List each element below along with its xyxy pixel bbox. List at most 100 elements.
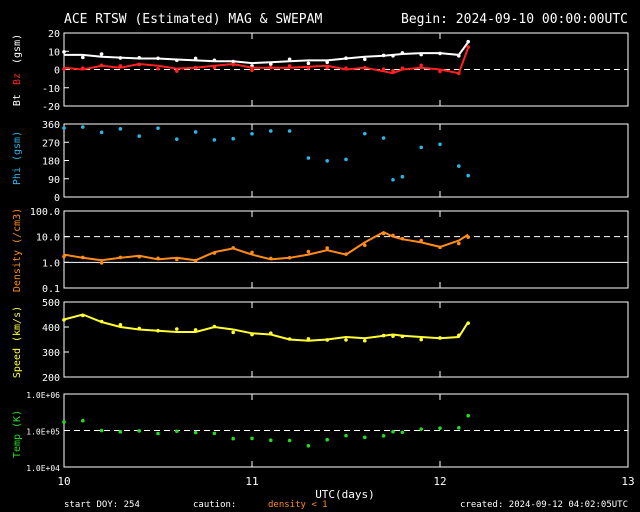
data-point-phi (466, 173, 471, 178)
data-point-Bz (212, 65, 217, 70)
y-tick-label-density: 0.1 (42, 284, 60, 295)
plot-title: ACE RTSW (Estimated) MAG & SWEPAM (64, 12, 322, 27)
data-point-temp (62, 420, 66, 424)
data-point-Bt (118, 56, 123, 60)
data-point-speed (438, 336, 442, 340)
data-point-speed (419, 337, 424, 342)
data-point-Bz (381, 67, 386, 71)
data-point-phi (156, 126, 160, 130)
data-point-density (363, 243, 367, 248)
data-point-Bt (466, 39, 471, 44)
data-point-phi (62, 126, 66, 130)
data-point-speed (457, 333, 461, 338)
data-point-Bz (419, 63, 424, 68)
speed-ylabel: Speed (km/s) (12, 306, 23, 378)
series-line-Bz (63, 47, 470, 75)
data-point-phi (99, 130, 104, 135)
data-point-speed (269, 331, 273, 336)
y-tick-label-speed: 400 (42, 323, 60, 334)
data-point-phi (419, 145, 424, 150)
temp-ylabel: Temp (K) (12, 410, 23, 458)
begin-time: Begin: 2024-09-10 00:00:00UTC (401, 12, 628, 27)
mag-ylabel: Bt Bz (gsm) (12, 34, 23, 106)
data-point-Bt (175, 58, 179, 63)
data-point-phi (175, 137, 179, 141)
data-point-speed (156, 328, 160, 333)
panel-frame-density (63, 210, 629, 289)
data-point-temp (344, 433, 348, 438)
data-point-phi (306, 156, 311, 160)
data-point-phi (438, 142, 442, 147)
y-tick-label-mag: -20 (42, 102, 60, 113)
data-point-phi (400, 174, 405, 179)
data-point-Bt (287, 57, 292, 62)
x-tick-label: 11 (245, 475, 258, 488)
data-point-Bz (99, 63, 104, 68)
data-point-temp (306, 443, 311, 448)
y-tick-label-temp: 1.0E+05 (26, 428, 60, 437)
y-tick-label-temp: 1.0E+04 (26, 464, 60, 473)
data-point-temp (269, 438, 273, 443)
density-caution-note: density < 1 (268, 500, 328, 510)
data-point-Bz (137, 62, 141, 67)
data-point-Bt (212, 58, 217, 63)
data-point-speed (81, 313, 85, 318)
data-point-phi (231, 136, 235, 141)
data-point-Bt (99, 52, 104, 56)
data-point-speed (391, 334, 395, 338)
gsm-label: (gsm) (12, 34, 23, 64)
data-point-Bt (400, 51, 405, 55)
data-point-Bt (325, 60, 330, 65)
data-point-speed (381, 333, 386, 338)
data-point-temp (381, 434, 386, 438)
data-point-density (175, 257, 179, 262)
data-point-Bz (391, 69, 395, 73)
bt-label: Bt (12, 94, 23, 106)
data-point-phi (118, 127, 123, 131)
data-point-temp (193, 430, 198, 435)
series-line-speed (63, 313, 470, 342)
data-point-Bt (344, 56, 348, 61)
data-point-density (287, 255, 292, 260)
data-point-speed (363, 338, 367, 343)
data-point-temp (81, 418, 85, 423)
data-point-density (381, 231, 386, 236)
phi-ylabel: Phi (gsm) (12, 131, 23, 185)
y-tick-label-phi: 0 (54, 193, 60, 204)
start-doy: start DOY: 254 (64, 500, 140, 510)
data-point-Bt (156, 56, 160, 61)
data-point-phi (212, 138, 217, 142)
data-point-density (118, 255, 123, 260)
data-point-phi (381, 136, 386, 140)
data-point-temp (175, 429, 179, 434)
panels: 20 10 0 -10 -20 360 270 180 90 0 100.0 10.0 1.0 0.1 50… (26, 29, 634, 488)
data-point-density (156, 256, 160, 261)
data-point-Bt (193, 56, 198, 61)
data-point-Bz (438, 69, 442, 74)
data-point-density (344, 252, 348, 256)
bz-label: Bz (12, 73, 23, 85)
data-point-Bz (62, 67, 66, 71)
data-point-density (193, 258, 198, 263)
y-tick-label-temp: 1.0E+06 (26, 391, 60, 400)
series-line-Bt (64, 41, 470, 65)
data-point-temp (466, 413, 471, 418)
y-tick-label-mag: 10 (48, 47, 60, 58)
data-point-phi (137, 134, 141, 138)
data-point-Bz (287, 64, 292, 68)
data-point-speed (231, 330, 235, 335)
data-point-speed (212, 324, 217, 329)
data-point-Bz (363, 65, 367, 70)
data-point-phi (269, 129, 273, 133)
data-point-Bt (306, 61, 311, 66)
data-point-phi (193, 130, 198, 134)
data-point-temp (419, 427, 424, 431)
data-point-Bz (344, 66, 348, 70)
data-point-temp (391, 429, 395, 434)
data-point-phi (81, 125, 85, 129)
data-point-density (99, 261, 104, 265)
data-point-speed (306, 337, 311, 341)
data-point-temp (400, 430, 405, 435)
data-point-density (438, 245, 442, 250)
